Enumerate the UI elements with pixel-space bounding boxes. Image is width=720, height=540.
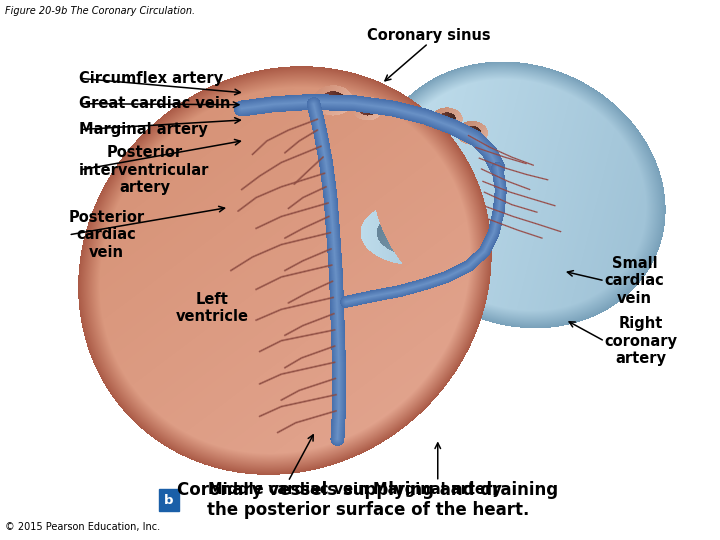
Text: Left
ventricle: Left ventricle (176, 292, 249, 324)
Text: Great cardiac vein: Great cardiac vein (79, 96, 230, 111)
Text: Figure 20-9b The Coronary Circulation.: Figure 20-9b The Coronary Circulation. (5, 6, 195, 16)
Text: Coronary vessels supplying and draining
the posterior surface of the heart.: Coronary vessels supplying and draining … (177, 481, 559, 519)
Text: Small
cardiac
vein: Small cardiac vein (605, 256, 665, 306)
Text: © 2015 Pearson Education, Inc.: © 2015 Pearson Education, Inc. (5, 522, 160, 532)
Text: Marginal artery: Marginal artery (79, 122, 208, 137)
Text: Right
coronary
artery: Right coronary artery (605, 316, 678, 366)
Text: Marginal artery: Marginal artery (374, 482, 502, 497)
Text: Circumflex artery: Circumflex artery (79, 71, 223, 86)
Text: b: b (164, 494, 174, 507)
Text: Posterior
interventricular
artery: Posterior interventricular artery (79, 145, 210, 195)
Text: Middle cardiac vein: Middle cardiac vein (207, 482, 369, 497)
Text: Posterior
cardiac
vein: Posterior cardiac vein (68, 210, 145, 260)
Text: Coronary sinus: Coronary sinus (366, 28, 490, 43)
FancyBboxPatch shape (159, 489, 179, 511)
